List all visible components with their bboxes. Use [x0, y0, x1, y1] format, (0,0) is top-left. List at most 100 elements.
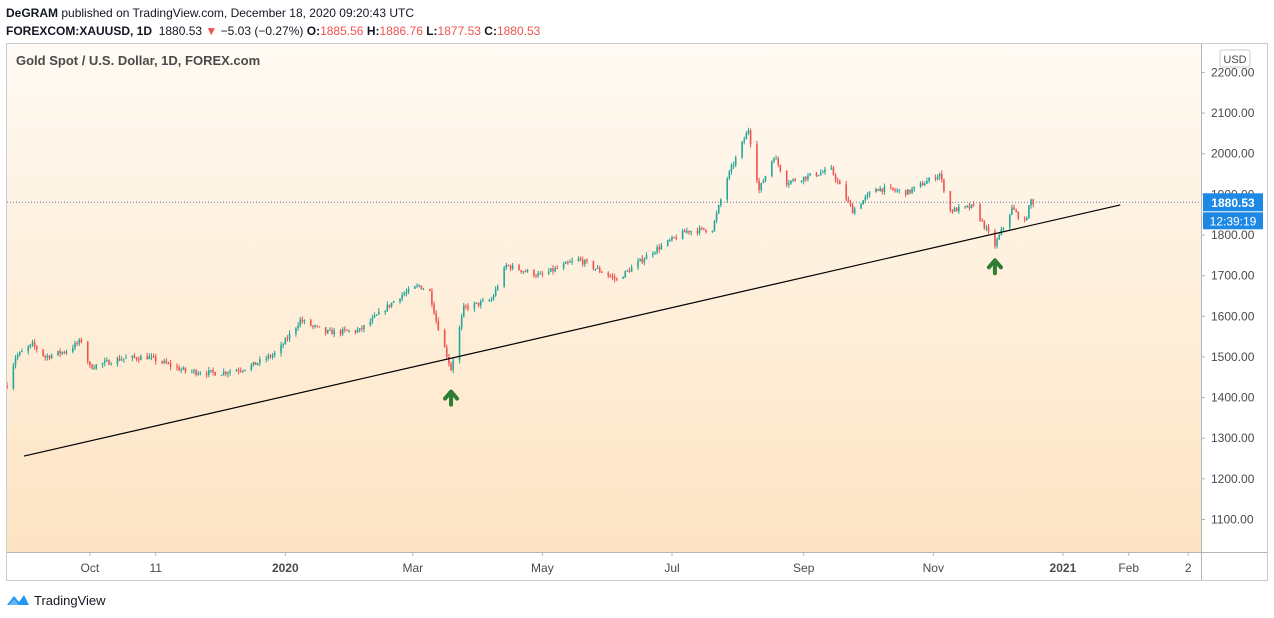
candle: [771, 160, 773, 178]
candle: [110, 361, 112, 366]
candle: [458, 325, 461, 364]
candle-body: [74, 342, 76, 348]
chart-frame[interactable]: 2200.002100.002000.001900.001800.001700.…: [6, 43, 1268, 581]
candle-body: [140, 356, 142, 361]
candle-body: [790, 180, 792, 184]
publisher-name[interactable]: DeGRAM: [6, 6, 59, 20]
candle: [535, 273, 537, 279]
candle: [875, 187, 877, 193]
candle-body: [639, 258, 641, 262]
candle: [180, 367, 183, 374]
candle: [182, 366, 185, 371]
candle: [118, 354, 121, 362]
candle: [938, 172, 941, 181]
candle-body: [1017, 212, 1020, 219]
candle: [479, 299, 482, 309]
candle: [562, 261, 565, 271]
candle-body: [205, 373, 208, 375]
candle: [161, 360, 163, 365]
candle: [883, 183, 886, 195]
candle: [482, 297, 484, 303]
candle: [239, 367, 242, 373]
candle-body: [95, 364, 98, 369]
candle-body: [564, 262, 567, 264]
candle: [331, 327, 333, 335]
candle-body: [955, 207, 958, 212]
candle: [299, 316, 301, 328]
candle: [433, 301, 435, 315]
candle-body: [479, 301, 482, 306]
candle: [407, 286, 410, 295]
candle: [630, 264, 633, 272]
plot-background: [7, 44, 1201, 552]
candle-body: [671, 237, 673, 240]
candle-body: [18, 352, 21, 356]
candle-body: [33, 342, 36, 347]
candle: [103, 357, 106, 367]
candle: [80, 337, 83, 344]
candle-body: [405, 291, 408, 294]
candle-body: [286, 338, 289, 340]
price-chart[interactable]: 2200.002100.002000.001900.001800.001700.…: [7, 44, 1268, 581]
candle: [348, 329, 350, 333]
candle-body: [658, 247, 661, 250]
last-price-badge: [1203, 193, 1263, 212]
candle: [979, 202, 981, 222]
candle-body: [745, 133, 748, 140]
candle: [329, 327, 331, 331]
y-tick-label: 1300.00: [1211, 431, 1255, 445]
candle: [924, 181, 926, 186]
candle: [377, 308, 380, 315]
candle: [675, 234, 678, 241]
candle: [401, 292, 403, 302]
candle-body: [541, 273, 544, 275]
candle-body: [703, 227, 705, 230]
candle-body: [749, 130, 752, 145]
candle-body: [643, 259, 646, 263]
candle: [193, 368, 195, 375]
candle-body: [711, 231, 714, 233]
candle-body: [250, 365, 253, 370]
candle-body: [375, 314, 378, 316]
candle: [1013, 204, 1015, 210]
candle: [639, 258, 641, 262]
candle: [452, 357, 454, 374]
candle: [1017, 211, 1020, 221]
candle: [443, 328, 446, 348]
candle: [579, 256, 582, 262]
candle-body: [420, 285, 423, 290]
candle: [749, 128, 752, 148]
candle-body: [926, 180, 928, 184]
candle: [800, 180, 803, 184]
candle-body: [14, 357, 17, 366]
candle-body: [384, 311, 386, 313]
candle-body: [1015, 209, 1017, 213]
candle-body: [494, 289, 497, 296]
candle: [184, 367, 187, 374]
candle: [866, 191, 869, 200]
candle-body: [146, 356, 149, 360]
candle-body: [985, 227, 988, 229]
candle: [418, 284, 420, 288]
candle: [371, 314, 374, 325]
tradingview-logo-icon[interactable]: [6, 593, 30, 607]
candle-body: [853, 208, 856, 214]
candle-body: [817, 175, 820, 177]
candle-body: [556, 268, 559, 270]
candle: [586, 257, 588, 264]
candle-body: [624, 271, 627, 278]
tradingview-brand[interactable]: TradingView: [34, 592, 106, 608]
candle: [225, 370, 227, 377]
candle: [943, 178, 945, 194]
candle-body: [180, 369, 183, 371]
candle-body: [569, 261, 571, 263]
candle-body: [970, 204, 973, 209]
candle: [681, 228, 684, 240]
candle-body: [29, 344, 32, 347]
candle-body: [416, 285, 418, 287]
candle-body: [399, 298, 401, 302]
candles: [7, 127, 1034, 391]
candle-body: [373, 315, 376, 318]
candle: [732, 161, 735, 170]
candle-body: [256, 363, 259, 365]
